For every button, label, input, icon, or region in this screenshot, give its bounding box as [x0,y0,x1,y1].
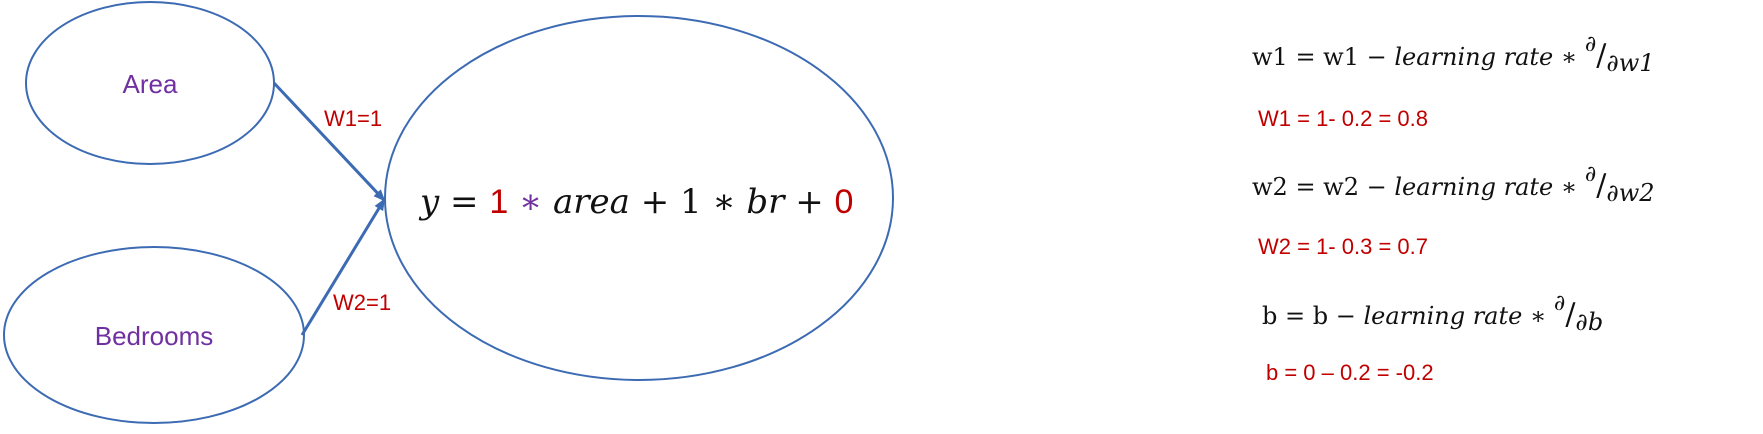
update-rule-w2: w2 = w2 − learning rate ∗ ∂/∂w2 [1252,162,1655,207]
rule-lhs: b = b [1262,302,1329,330]
derivative-numerator: ∂ [1553,291,1566,316]
eq-plus-b: + [784,182,834,222]
rule-star: ∗ [1553,173,1585,201]
bedrooms-node-label: Bedrooms [95,321,214,351]
rule-minus: − [1328,302,1364,330]
eq-area: area [553,182,630,222]
derivative-denominator: ∂w1 [1606,49,1655,77]
rule-derivative: ∂/∂b [1554,291,1603,336]
rule-derivative: ∂/∂w1 [1585,32,1655,77]
derivative-numerator: ∂ [1584,32,1597,57]
output-equation: y = 1 ∗ area + 1 ∗ br + 0 [418,182,853,222]
rule-derivative: ∂/∂w2 [1585,162,1655,207]
bedrooms-node [3,246,305,424]
derivative-slash: / [1596,38,1607,73]
rule-lhs: w1 = w1 [1252,43,1359,71]
w2-label: W2=1 [333,290,391,315]
update-rule-b: b = b − learning rate ∗ ∂/∂b [1262,291,1603,336]
eq-br: br [746,182,786,222]
area-node-label: Area [123,69,178,99]
rule-star: ∗ [1553,43,1585,71]
derivative-denominator: ∂w2 [1606,179,1655,207]
eq-times: ∗ [508,182,553,222]
rule-minus: − [1359,173,1395,201]
rule-learning-rate: learning rate [1394,173,1554,201]
eq-w1-value: 1 [489,183,508,221]
result-w1: W1 = 1- 0.2 = 0.8 [1258,106,1428,131]
area-to-output-arrow [272,81,386,202]
w1-label: W1=1 [324,106,382,131]
eq-y: y [418,182,440,222]
derivative-slash: / [1565,297,1576,332]
result-b: b = 0 – 0.2 = -0.2 [1266,360,1434,385]
derivative-denominator: ∂b [1575,308,1604,336]
rule-learning-rate: learning rate [1363,302,1523,330]
result-w2: W2 = 1- 0.3 = 0.7 [1258,234,1428,259]
bedrooms-to-output-arrow [300,198,386,336]
derivative-slash: / [1596,168,1607,203]
rule-star: ∗ [1522,302,1554,330]
rule-lhs: w2 = w2 [1252,173,1359,201]
rule-minus: − [1359,43,1395,71]
eq-b-value: 0 [835,183,854,221]
eq-equals: = [439,182,489,222]
rule-learning-rate: learning rate [1394,43,1554,71]
update-rule-w1: w1 = w1 − learning rate ∗ ∂/∂w1 [1252,32,1655,77]
derivative-numerator: ∂ [1584,162,1597,187]
eq-plus-w2: + 1 ∗ [630,182,746,222]
